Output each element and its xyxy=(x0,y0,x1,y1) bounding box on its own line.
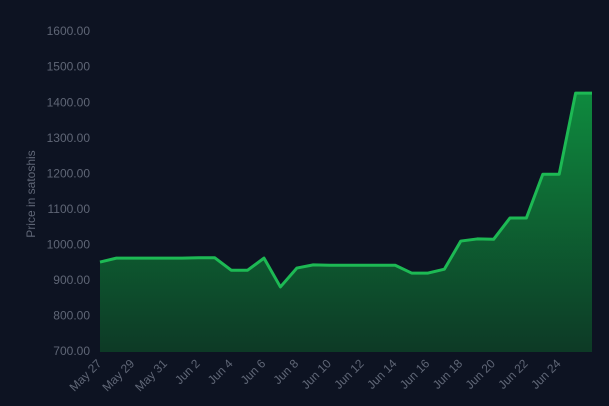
y-tick-label: 1100.00 xyxy=(48,202,91,216)
y-tick-label: 1600.00 xyxy=(47,24,91,38)
area xyxy=(100,93,592,353)
y-axis-title: Price in satoshis xyxy=(24,150,38,237)
y-tick-label: 1400.00 xyxy=(47,95,91,109)
y-tick-label: 1500.00 xyxy=(47,60,91,74)
y-tick-label: 1200.00 xyxy=(47,166,91,180)
y-tick-label: 1300.00 xyxy=(47,131,91,145)
y-tick-label: 1000.00 xyxy=(47,238,91,252)
y-tick-label: 900.00 xyxy=(53,273,90,287)
y-tick-label: 800.00 xyxy=(53,309,90,323)
line xyxy=(99,91,592,289)
y-tick-label: 700.00 xyxy=(53,344,90,358)
